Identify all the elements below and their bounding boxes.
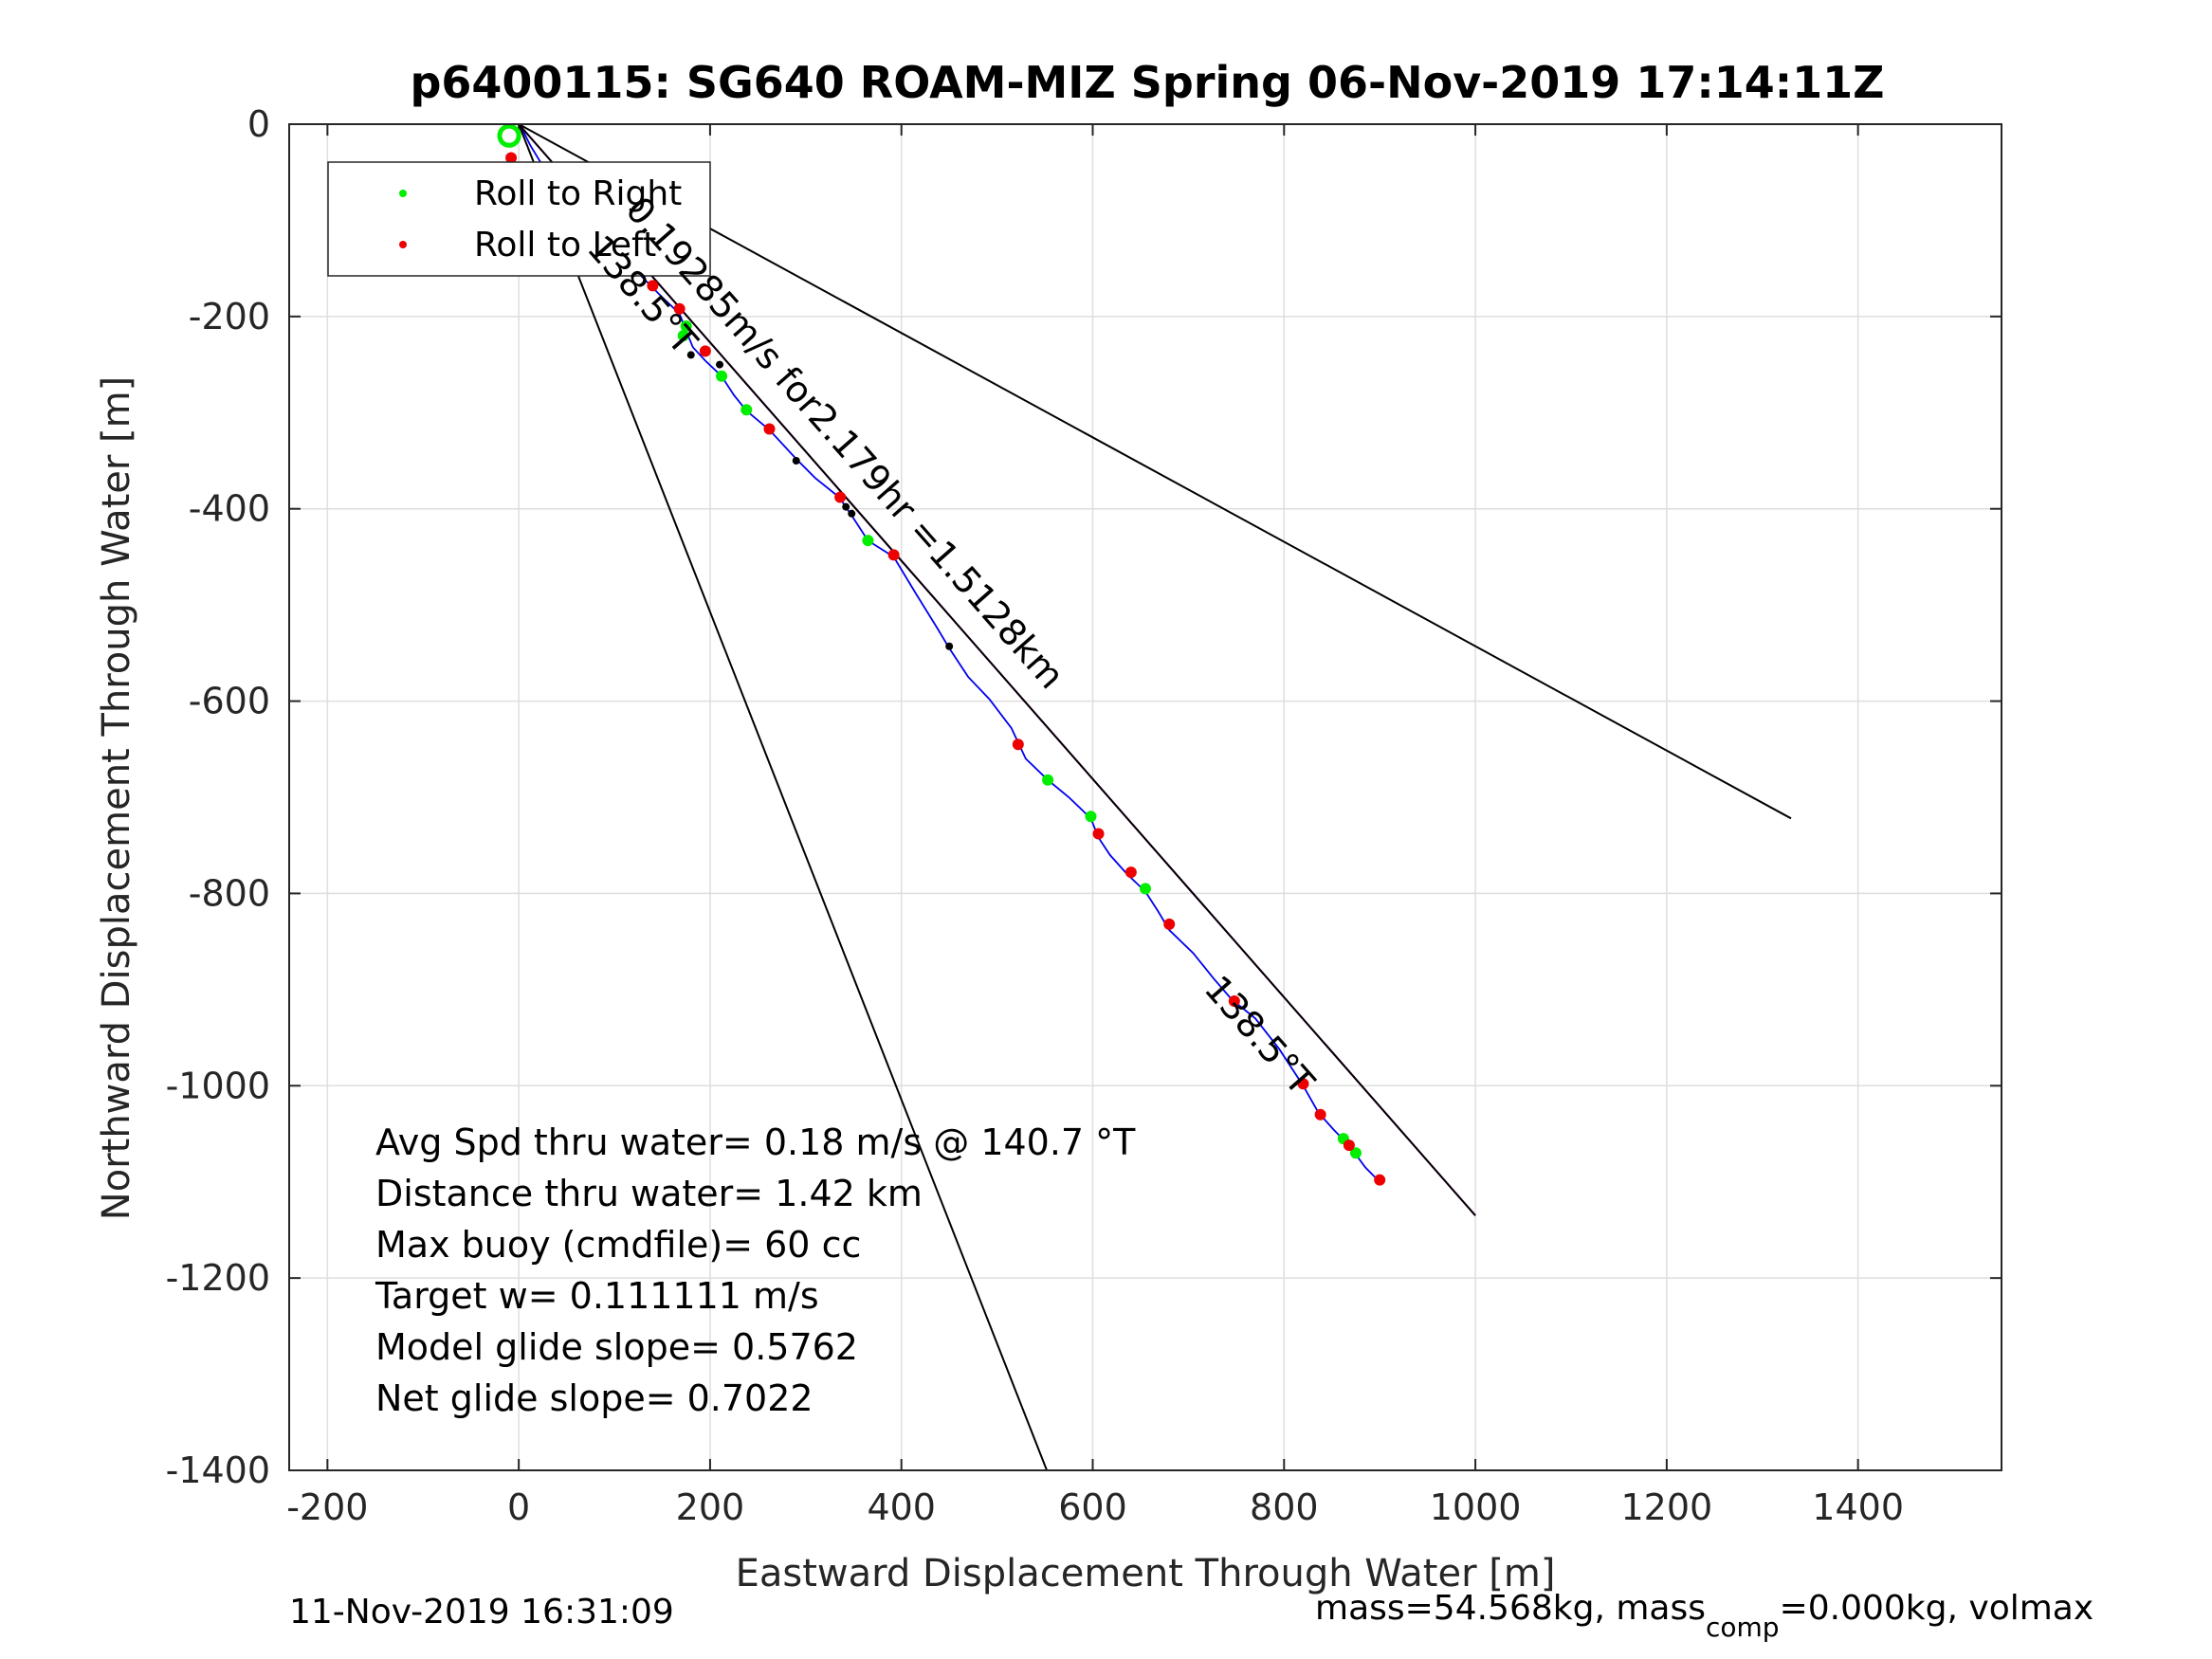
x-tick-label: 1000 xyxy=(1430,1486,1522,1528)
stat-distance: Distance thru water= 1.42 km xyxy=(375,1173,923,1214)
stat-max-buoy: Max buoy (cmdfile)= 60 cc xyxy=(375,1224,861,1266)
waypoint-dot xyxy=(842,502,850,511)
footer-mass-part1: mass=54.568kg, mass xyxy=(1315,1589,1706,1628)
chart-title: p6400115: SG640 ROAM-MIZ Spring 06-Nov-2… xyxy=(410,57,1884,108)
stats-block: Avg Spd thru water= 0.18 m/s @ 140.7 °T … xyxy=(375,1121,1136,1419)
start-loop-marker xyxy=(497,123,521,148)
roll-right-point xyxy=(740,404,753,416)
roll-left-point xyxy=(1124,866,1137,879)
roll-left-point xyxy=(887,549,900,561)
y-tick-label: -200 xyxy=(189,296,270,337)
footer-timestamp: 11-Nov-2019 16:31:09 xyxy=(289,1593,674,1632)
roll-right-point xyxy=(862,535,874,547)
y-tick-label: -800 xyxy=(189,872,270,914)
roll-left-point xyxy=(1228,995,1240,1008)
legend-marker-roll-left xyxy=(399,241,407,248)
plot-content xyxy=(497,123,1792,1471)
footer-mass-info: mass=54.568kg, masscomp=0.000kg, volmax xyxy=(1315,1589,2093,1643)
roll-left-point xyxy=(1374,1174,1386,1186)
x-tick-label: 400 xyxy=(867,1486,936,1528)
roll-right-point xyxy=(1349,1147,1362,1159)
y-tick-label: -1400 xyxy=(166,1449,270,1491)
footer-mass-part2: =0.000kg, volmax xyxy=(1780,1589,2094,1628)
x-tick-label: 200 xyxy=(676,1486,745,1528)
y-tick-label: -1200 xyxy=(166,1257,270,1299)
roll-right-point xyxy=(716,370,728,382)
waypoint-dot xyxy=(792,457,800,465)
x-axis-label: Eastward Displacement Through Water [m] xyxy=(736,1552,1556,1595)
x-tick-label: -200 xyxy=(286,1486,368,1528)
roll-left-point xyxy=(1092,828,1105,840)
waypoint-dot xyxy=(945,642,954,650)
legend-marker-roll-right xyxy=(399,190,407,197)
roll-left-point xyxy=(834,491,847,503)
y-tick-label: -400 xyxy=(189,488,270,530)
footer-mass-subscript: comp xyxy=(1706,1612,1780,1643)
roll-left-point xyxy=(699,345,711,357)
stat-net-glide-slope: Net glide slope= 0.7022 xyxy=(375,1377,814,1419)
course-line xyxy=(518,123,1049,1471)
roll-left-point xyxy=(505,152,518,164)
roll-left-point xyxy=(1314,1108,1326,1121)
roll-right-point xyxy=(1042,774,1054,786)
roll-left-point xyxy=(1012,738,1024,751)
stat-target-w: Target w= 0.111111 m/s xyxy=(375,1275,819,1317)
legend-box xyxy=(327,161,711,277)
stat-avg-speed: Avg Spd thru water= 0.18 m/s @ 140.7 °T xyxy=(375,1121,1136,1163)
legend: Roll to Right Roll to Left xyxy=(327,161,711,277)
x-tick-label: 800 xyxy=(1250,1486,1319,1528)
roll-left-point xyxy=(1297,1078,1309,1090)
roll-left-point xyxy=(1163,918,1176,930)
y-tick-label: -600 xyxy=(189,681,270,722)
waypoint-dot xyxy=(716,360,724,369)
stat-model-glide-slope: Model glide slope= 0.5762 xyxy=(375,1326,858,1368)
roll-right-point xyxy=(1085,811,1097,823)
course-line xyxy=(518,123,1792,820)
roll-right-point xyxy=(677,330,689,342)
x-tick-label: 1400 xyxy=(1812,1486,1904,1528)
roll-right-point xyxy=(1140,883,1151,895)
x-tick-label: 600 xyxy=(1058,1486,1127,1528)
legend-label-roll-right: Roll to Right xyxy=(474,174,682,213)
y-axis-label: Northward Displacement Through Water [m] xyxy=(95,376,138,1220)
roll-right-point xyxy=(680,320,692,332)
roll-left-point xyxy=(763,423,776,435)
roll-left-point xyxy=(1343,1139,1355,1152)
x-tick-label: 0 xyxy=(507,1486,530,1528)
waypoint-dot xyxy=(848,509,856,518)
y-axis-ticks: 0 -200 -400 -600 -800 -1000 -1200 -1400 xyxy=(166,103,2002,1491)
roll-left-point xyxy=(647,280,659,292)
roll-left-point xyxy=(673,302,686,315)
legend-label-roll-left: Roll to Left xyxy=(474,226,656,264)
x-axis-ticks: -200 0 200 400 600 800 1000 1200 1400 xyxy=(286,124,1904,1528)
y-tick-label: -1000 xyxy=(166,1065,270,1106)
waypoint-dot xyxy=(686,351,695,359)
y-tick-label: 0 xyxy=(247,103,270,145)
plot-area xyxy=(289,124,2002,1470)
x-tick-label: 1200 xyxy=(1621,1486,1713,1528)
axes-box xyxy=(288,123,2002,1471)
